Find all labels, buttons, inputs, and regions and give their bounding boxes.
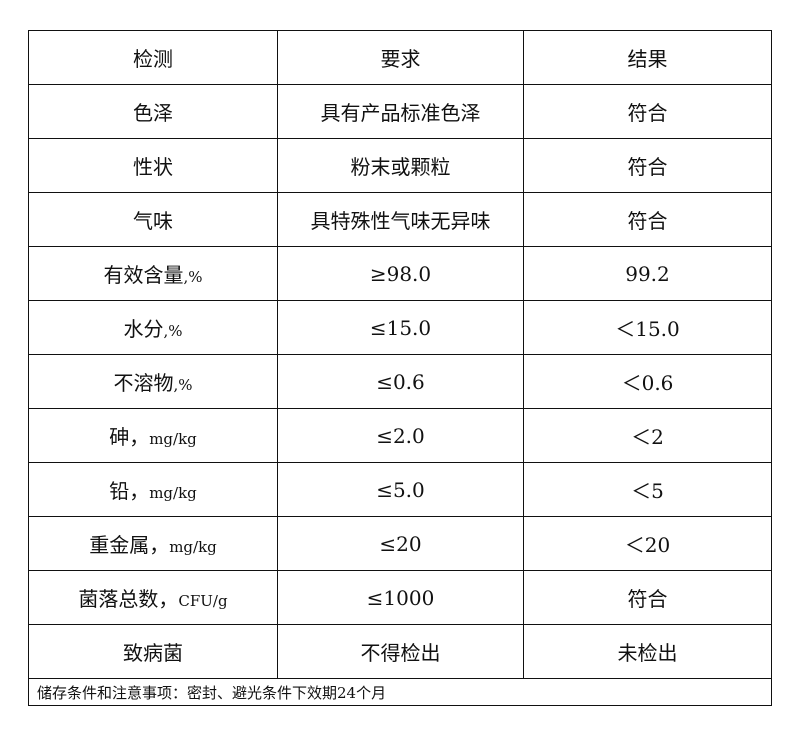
test-item-cell: 性状 — [28, 138, 278, 193]
result-cell: 符合 — [523, 192, 772, 247]
test-item-cell: 致病菌 — [28, 624, 278, 679]
test-item-unit: mg/kg — [169, 538, 217, 556]
footer-row: 储存条件和注意事项：密封、避光条件下效期24个月 — [28, 678, 772, 706]
test-item-name: 水分 — [123, 317, 164, 341]
test-item-cell: 砷，mg/kg — [28, 408, 278, 463]
header-cell-requirement: 要求 — [277, 30, 524, 85]
test-item-name: 铅， — [109, 479, 150, 503]
test-item-name: 不溶物 — [113, 371, 174, 395]
requirement-cell: 具有产品标准色泽 — [277, 84, 524, 139]
result-cell: 99.2 — [523, 246, 772, 301]
table-row: 气味 具特殊性气味无异味 符合 — [28, 192, 772, 247]
table-row: 致病菌 不得检出 未检出 — [28, 624, 772, 679]
test-item-cell: 重金属，mg/kg — [28, 516, 278, 571]
requirement-cell: ≤20 — [277, 516, 524, 571]
requirement-cell: ≤1000 — [277, 570, 524, 625]
test-item-cell: 水分,% — [28, 300, 278, 355]
test-item-name: 菌落总数， — [78, 587, 179, 611]
test-item-name: 色泽 — [133, 101, 173, 125]
test-item-unit: ,% — [163, 322, 183, 340]
test-item-name: 重金属， — [89, 533, 170, 557]
test-item-cell: 色泽 — [28, 84, 278, 139]
result-cell: ＜20 — [523, 516, 772, 571]
test-item-unit: CFU/g — [178, 592, 228, 610]
table-row: 重金属，mg/kg ≤20 ＜20 — [28, 516, 772, 571]
result-cell: 符合 — [523, 138, 772, 193]
test-item-unit: mg/kg — [149, 430, 197, 448]
table-row: 性状 粉末或颗粒 符合 — [28, 138, 772, 193]
test-item-unit: ,% — [173, 376, 193, 394]
result-cell: 符合 — [523, 84, 772, 139]
requirement-cell: 粉末或颗粒 — [277, 138, 524, 193]
result-cell: ＜2 — [523, 408, 772, 463]
table-row: 水分,% ≤15.0 ＜15.0 — [28, 300, 772, 355]
requirement-cell: ≤2.0 — [277, 408, 524, 463]
result-cell: ＜0.6 — [523, 354, 772, 409]
test-item-cell: 不溶物,% — [28, 354, 278, 409]
table-row: 有效含量,% ≥98.0 99.2 — [28, 246, 772, 301]
table-row: 菌落总数，CFU/g ≤1000 符合 — [28, 570, 772, 625]
test-item-name: 气味 — [133, 209, 173, 233]
requirement-cell: ≥98.0 — [277, 246, 524, 301]
table-row: 色泽 具有产品标准色泽 符合 — [28, 84, 772, 139]
requirement-cell: ≤5.0 — [277, 462, 524, 517]
test-item-cell: 菌落总数，CFU/g — [28, 570, 278, 625]
test-item-name: 致病菌 — [123, 641, 183, 665]
result-cell: 符合 — [523, 570, 772, 625]
result-cell: ＜5 — [523, 462, 772, 517]
result-cell: 未检出 — [523, 624, 772, 679]
storage-note: 储存条件和注意事项：密封、避光条件下效期24个月 — [28, 678, 772, 706]
test-item-unit: mg/kg — [149, 484, 197, 502]
test-item-name: 性状 — [133, 155, 173, 179]
requirement-cell: ≤0.6 — [277, 354, 524, 409]
result-cell: ＜15.0 — [523, 300, 772, 355]
header-cell-test: 检测 — [28, 30, 278, 85]
test-item-name: 有效含量 — [103, 263, 184, 287]
requirement-cell: ≤15.0 — [277, 300, 524, 355]
test-item-unit: ,% — [183, 268, 203, 286]
header-cell-result: 结果 — [523, 30, 772, 85]
header-row: 检测 要求 结果 — [28, 30, 772, 85]
requirement-cell: 不得检出 — [277, 624, 524, 679]
table-row: 铅，mg/kg ≤5.0 ＜5 — [28, 462, 772, 517]
test-item-cell: 气味 — [28, 192, 278, 247]
test-item-cell: 有效含量,% — [28, 246, 278, 301]
test-results-table: 检测 要求 结果 色泽 具有产品标准色泽 符合 性状 粉末或颗粒 符合 气味 具特殊性气味无异… — [28, 30, 772, 706]
test-item-name: 砷， — [109, 425, 150, 449]
table-row: 砷，mg/kg ≤2.0 ＜2 — [28, 408, 772, 463]
requirement-cell: 具特殊性气味无异味 — [277, 192, 524, 247]
test-item-cell: 铅，mg/kg — [28, 462, 278, 517]
table-row: 不溶物,% ≤0.6 ＜0.6 — [28, 354, 772, 409]
